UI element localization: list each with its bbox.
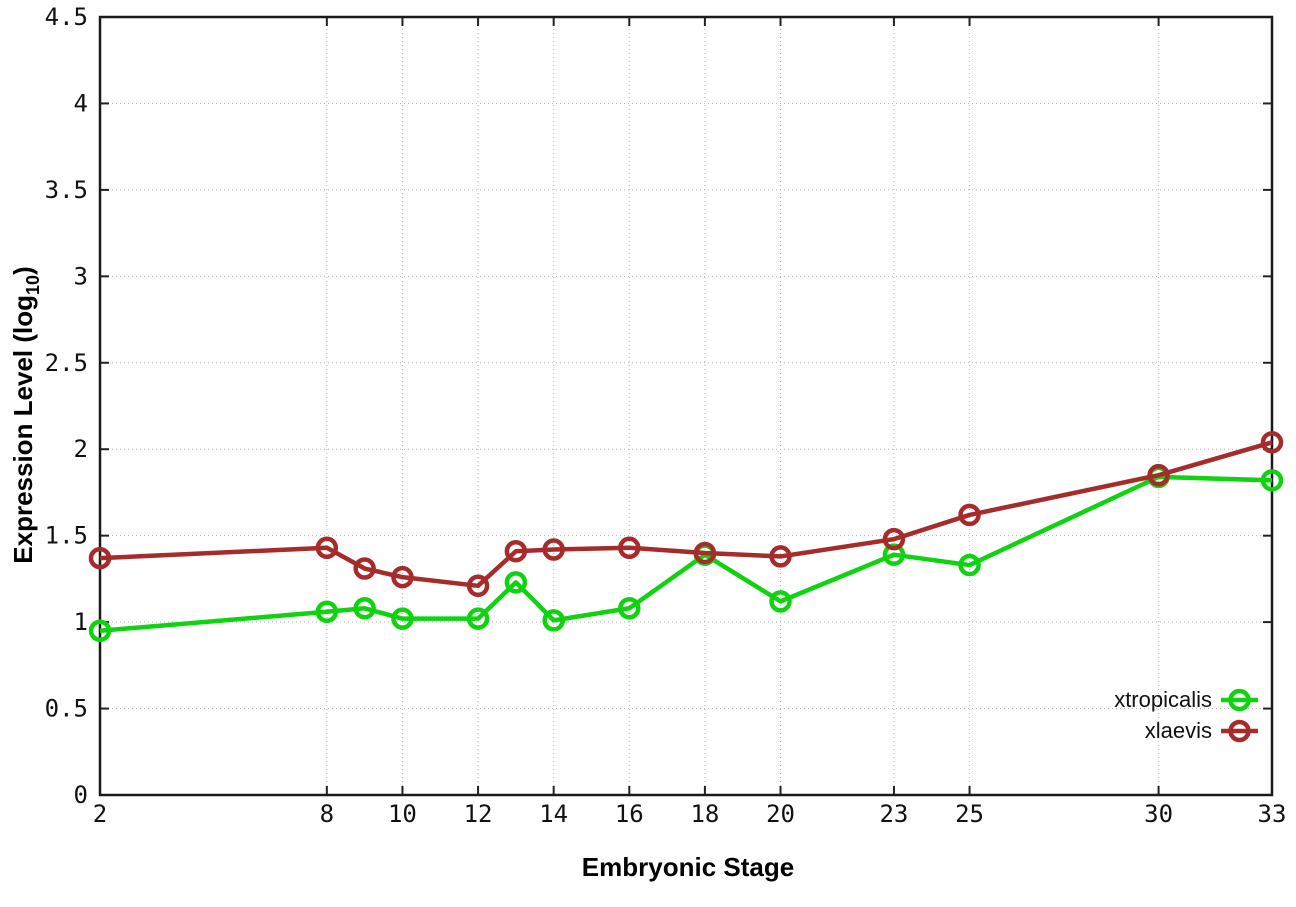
- y-tick-label: 4: [74, 89, 88, 117]
- y-tick-label: 2: [74, 435, 88, 463]
- data-point-xlaevis: [769, 545, 792, 568]
- x-tick-label: 10: [388, 800, 417, 828]
- x-tick-label: 2: [93, 800, 107, 828]
- data-point-xtropicalis: [958, 553, 981, 577]
- y-tick-labels: 0 0.5 1 1.5 2 2.5 3 3.5 4 4.5: [45, 3, 88, 809]
- x-tick-label: 30: [1144, 800, 1173, 828]
- legend-marker-xlaevis: [1228, 719, 1251, 743]
- data-point-xtropicalis: [504, 571, 528, 594]
- legend-marker-xtropicalis: [1228, 688, 1251, 712]
- data-point-xlaevis: [466, 574, 490, 598]
- y-axis-label-main: Expression Level (log: [8, 295, 38, 564]
- x-tick-label: 23: [879, 800, 908, 828]
- data-point-xtropicalis: [315, 600, 339, 623]
- y-tick-label: 0.5: [45, 695, 88, 723]
- x-tick-label: 20: [766, 800, 795, 828]
- y-tick-label: 3.5: [45, 176, 88, 204]
- gridlines: [100, 17, 1272, 795]
- data-point-xtropicalis: [88, 619, 112, 643]
- y-tick-label: 4.5: [45, 3, 88, 31]
- x-tick-label: 18: [690, 800, 719, 828]
- axis-ticks: [99, 16, 1273, 796]
- x-tick-label: 12: [464, 800, 493, 828]
- data-point-xlaevis: [315, 536, 339, 560]
- legend-label-xlaevis: xlaevis: [1145, 718, 1212, 743]
- x-tick-label: 14: [539, 800, 568, 828]
- data-point-xlaevis: [542, 538, 565, 561]
- x-tick-label: 16: [615, 800, 644, 828]
- plot-border: [98, 15, 1274, 797]
- y-tick-label: 1.5: [45, 522, 88, 550]
- data-point-xlaevis: [504, 539, 528, 563]
- y-axis-label: Expression Level (log10): [8, 266, 43, 563]
- y-axis-label-end: ): [8, 266, 38, 275]
- data-point-xlaevis: [1147, 463, 1170, 487]
- x-tick-label: 33: [1258, 800, 1287, 828]
- y-tick-label: 2.5: [45, 349, 88, 377]
- x-tick-label: 8: [320, 800, 334, 828]
- data-point-xtropicalis: [466, 607, 490, 630]
- data-series: [88, 431, 1284, 643]
- data-point-xlaevis: [618, 536, 641, 560]
- data-point-xtropicalis: [353, 597, 376, 620]
- data-point-xtropicalis: [542, 609, 565, 632]
- data-point-xlaevis: [882, 527, 906, 551]
- y-tick-label: 3: [74, 262, 88, 290]
- data-point-xlaevis: [353, 557, 376, 580]
- series-line-xtropicalis: [99, 474, 1273, 633]
- data-point-xlaevis: [88, 546, 112, 570]
- data-point-xlaevis: [391, 565, 414, 589]
- series-line-xlaevis: [99, 440, 1273, 589]
- data-point-xtropicalis: [769, 590, 792, 613]
- legend-label-xtropicalis: xtropicalis: [1114, 687, 1212, 712]
- x-axis-label: Embryonic Stage: [582, 852, 794, 882]
- data-point-xtropicalis: [1260, 469, 1284, 492]
- x-tick-label: 25: [955, 800, 984, 828]
- legend: xtropicalis xlaevis: [1114, 687, 1258, 743]
- x-tick-labels: 2 8 10 12 14 16 18 20 23 25 30 33: [93, 800, 1287, 828]
- data-point-xlaevis: [1260, 431, 1284, 454]
- y-axis-label-subscript: 10: [23, 275, 43, 295]
- data-point-xtropicalis: [391, 607, 414, 630]
- data-point-xlaevis: [693, 541, 717, 565]
- data-point-xtropicalis: [882, 543, 906, 566]
- data-point-xlaevis: [958, 503, 981, 527]
- data-point-xtropicalis: [618, 597, 641, 620]
- y-tick-label: 1: [74, 608, 88, 636]
- y-tick-label: 0: [74, 781, 88, 809]
